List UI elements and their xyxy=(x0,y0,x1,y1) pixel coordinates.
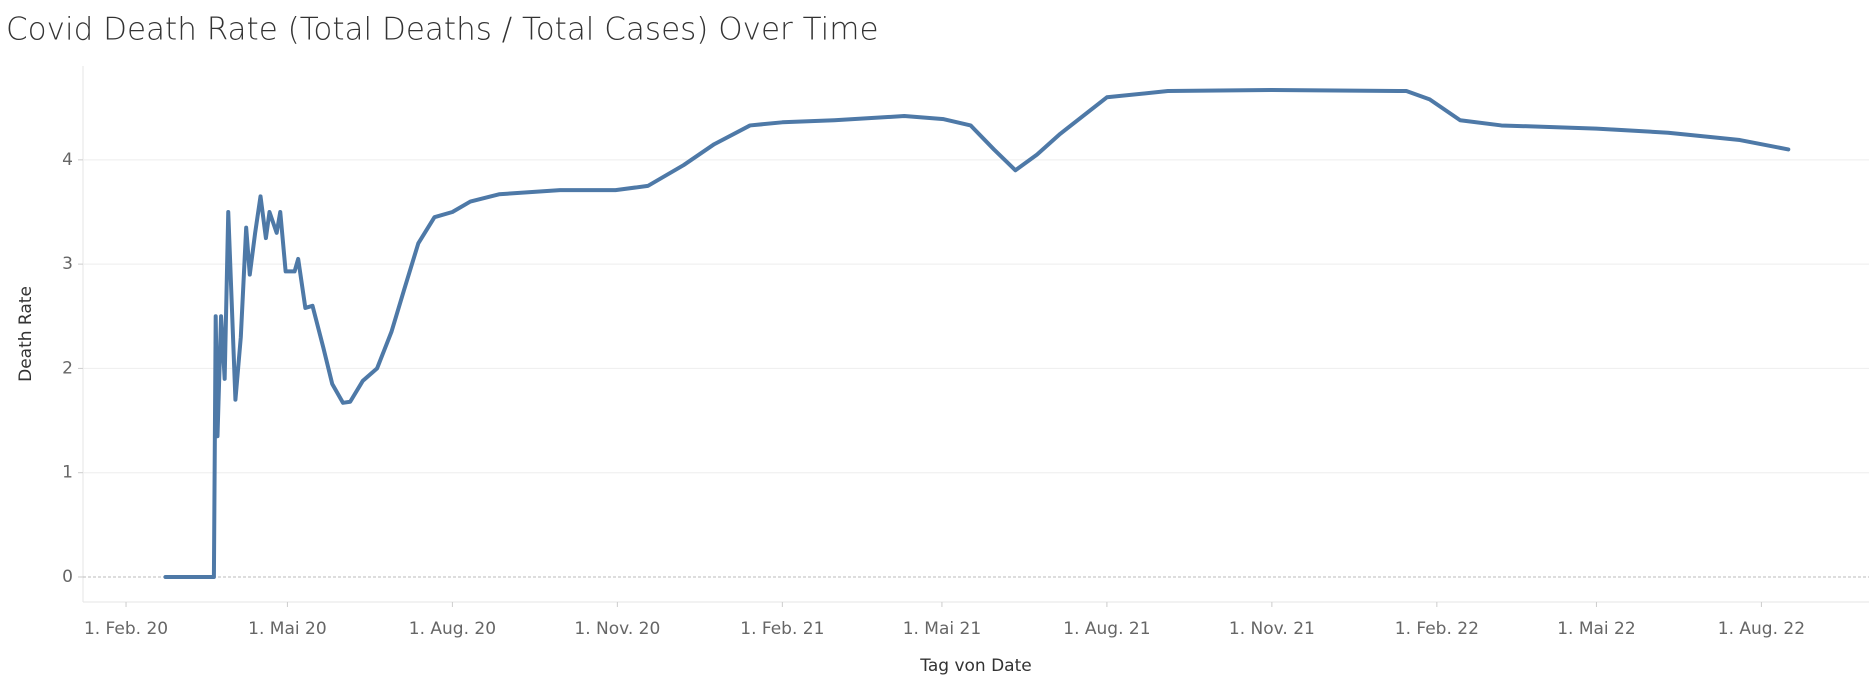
x-tick-label: 1. Feb. 20 xyxy=(84,619,168,639)
y-tick-label: 0 xyxy=(62,567,73,587)
x-tick-label: 1. Aug. 22 xyxy=(1718,619,1805,639)
x-tick-label: 1. Mai 21 xyxy=(903,619,981,639)
y-axis-title: Death Rate xyxy=(16,286,36,382)
y-tick-label: 2 xyxy=(62,358,73,378)
y-tick-label: 1 xyxy=(62,463,73,483)
chart-title: Covid Death Rate (Total Deaths / Total C… xyxy=(6,12,879,48)
x-axis-title: Tag von Date xyxy=(919,656,1031,676)
y-tick-label: 3 xyxy=(62,254,73,274)
x-tick-label: 1. Feb. 22 xyxy=(1395,619,1479,639)
x-tick-label: 1. Mai 20 xyxy=(248,619,326,639)
x-tick-label: 1. Nov. 20 xyxy=(574,619,660,639)
x-tick-label: 1. Aug. 20 xyxy=(409,619,496,639)
data-line xyxy=(163,87,1791,579)
x-tick-label: 1. Aug. 21 xyxy=(1063,619,1150,639)
x-tick-label: 1. Feb. 21 xyxy=(740,619,824,639)
x-tick-label: 1. Nov. 21 xyxy=(1229,619,1315,639)
y-tick-label: 4 xyxy=(62,150,73,170)
x-tick-label: 1. Mai 22 xyxy=(1557,619,1635,639)
